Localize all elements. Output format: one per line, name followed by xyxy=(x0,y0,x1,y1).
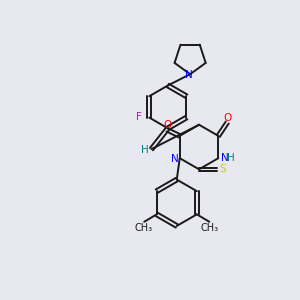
Text: O: O xyxy=(163,120,171,130)
Text: CH₃: CH₃ xyxy=(134,223,153,233)
Text: H: H xyxy=(141,145,149,155)
Text: N: N xyxy=(185,70,193,80)
Text: F: F xyxy=(136,112,142,122)
Text: N: N xyxy=(170,154,178,164)
Text: CH₃: CH₃ xyxy=(201,223,219,233)
Text: N: N xyxy=(221,153,229,163)
Text: S: S xyxy=(219,164,226,174)
Text: O: O xyxy=(223,113,231,123)
Text: H: H xyxy=(227,153,235,163)
